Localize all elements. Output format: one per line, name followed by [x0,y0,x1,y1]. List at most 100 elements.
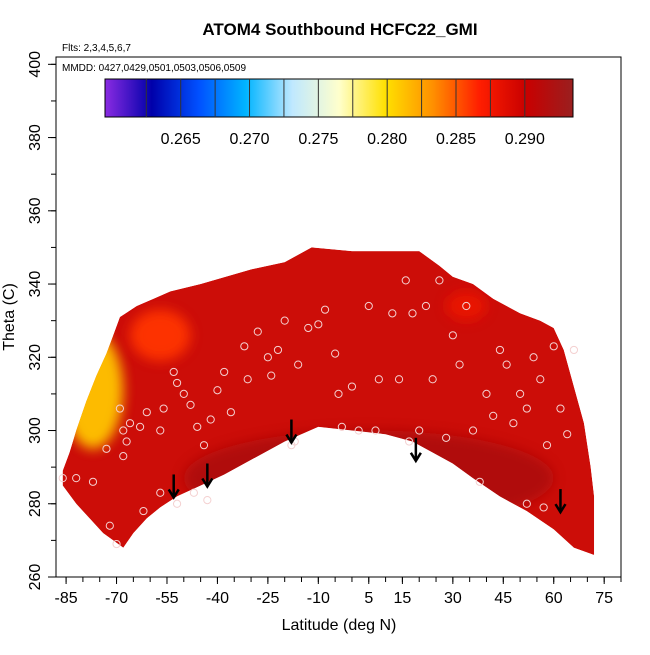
sample-point [273,345,283,355]
sample-point [337,422,346,431]
sample-point [374,375,383,384]
sample-point [102,444,111,453]
x-tick-label: -55 [155,590,178,607]
sample-point [405,437,414,446]
lower-troposphere-dark [183,430,554,526]
sample-point [213,386,222,395]
arrow-marker [201,463,214,489]
x-axis-label: Latitude (deg N) [282,617,397,634]
sample-point [455,360,464,369]
x-tick-label: 5 [364,590,373,607]
sample-point [536,375,545,384]
sample-point [529,353,538,362]
colorbar-tick-label: 0.275 [298,131,338,148]
colorbar-tick-label: 0.285 [436,131,476,148]
field-fill [62,247,595,555]
sample-point [371,426,380,435]
sample-point [539,503,548,512]
y-tick-label: 260 [27,564,44,591]
y-tick-label: 320 [27,344,44,371]
sample-point [421,301,431,311]
arrow-head [201,477,214,489]
flights-label: Flts: 2,3,4,5,6,7 [62,43,131,54]
sample-point [135,422,145,431]
sample-point [263,353,272,362]
sample-points [58,276,579,549]
x-axis: -85 -70 -55 -40 -25 -10 5 15 30 45 60 75 [55,577,622,607]
colorbar-tick-label: 0.265 [161,131,201,148]
sample-point [240,342,249,351]
sample-point [522,499,531,508]
chart-title: ATOM4 Southbound HCFC22_GMI [202,20,477,39]
sample-point [468,426,478,435]
south-subtropical-orange [129,309,191,361]
theta-latitude-field [62,247,595,555]
x-tick-label: -10 [307,590,330,607]
arrow-head [554,503,567,515]
sample-point [199,441,209,450]
sample-point [354,426,363,435]
arrow-marker [285,419,298,445]
sample-point [253,327,262,336]
sample-point [509,419,518,428]
x-tick-label: 60 [545,590,563,607]
y-tick-label: 340 [27,271,44,298]
sample-point [549,342,558,351]
y-tick-label: 300 [27,417,44,444]
sample-point [314,320,323,329]
sample-point [542,441,552,450]
sample-point [243,375,252,384]
y-tick-label: 360 [27,197,44,224]
southern-high-latitude-yellow [62,331,124,449]
sample-point [304,323,313,333]
sample-point [516,389,525,399]
sample-point [569,345,579,355]
sample-point [112,539,121,549]
y-axis-label: Theta (C) [1,283,18,351]
colorbar-tick-label: 0.270 [230,131,270,148]
sample-point [462,301,471,311]
sample-point [226,408,235,417]
x-tick-label: -85 [55,590,78,607]
sample-point [172,499,182,508]
y-axis: 260 280 300 320 340 360 380 400 [27,51,56,590]
sample-point [220,367,229,377]
sample-point [193,422,202,431]
sample-point [280,316,289,325]
tropopause-arrows [167,419,567,515]
northern-subtropical-orange [446,291,487,321]
sample-point [88,477,98,486]
sample-point [139,506,148,516]
sample-point [502,360,511,369]
sample-point [489,411,498,420]
arrow-marker [409,437,422,464]
sample-point [115,404,124,413]
sample-point [364,301,373,311]
sample-point [401,276,410,285]
sample-point [58,474,67,483]
sample-point [119,426,128,435]
arrow-head [167,488,180,500]
sample-point [105,521,114,530]
sample-point [334,389,343,399]
sample-point [448,331,457,340]
sample-point [206,415,215,424]
sample-point [347,382,357,391]
x-tick-label: 75 [595,590,613,607]
sample-point [394,375,404,384]
sample-point [556,404,565,413]
y-tick-label: 380 [27,124,44,151]
sample-point [388,309,397,318]
sample-point [186,400,195,409]
sample-point [142,408,151,417]
sample-point [408,309,417,318]
sample-point [203,495,212,505]
sample-point [179,389,188,399]
x-tick-label: -70 [105,590,128,607]
x-tick-label: 15 [394,590,412,607]
sample-point [435,276,444,285]
sample-point [159,404,168,413]
sample-point [331,349,340,358]
